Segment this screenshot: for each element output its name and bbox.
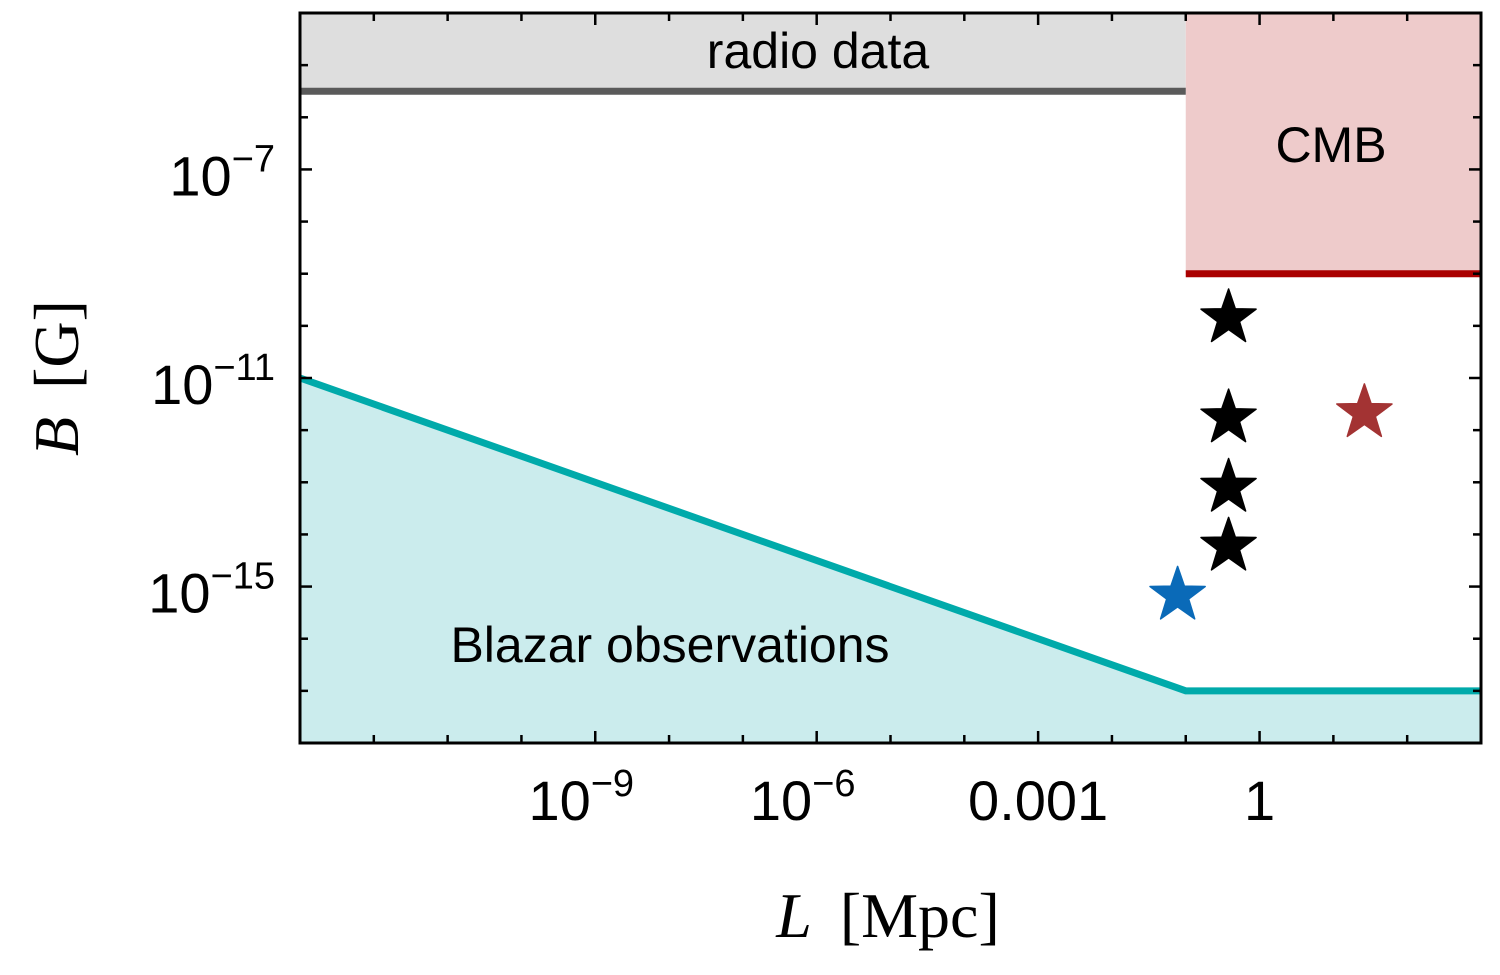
y-axis-symbol: B	[21, 417, 92, 456]
x-tick-label: 10−9	[528, 763, 634, 832]
y-axis-label: B [G]	[21, 300, 92, 456]
tick-label-exponent: −6	[812, 763, 855, 805]
regions	[300, 13, 1481, 743]
x-tick-label: 10−6	[750, 763, 856, 832]
x-axis-label: L [Mpc]	[775, 880, 1000, 951]
x-tick-label: 1	[1244, 769, 1275, 832]
star-marker-black-stars-1	[1200, 388, 1257, 443]
y-tick-label: 10−15	[148, 556, 275, 625]
region-boundaries	[298, 87, 1481, 695]
region-label-radio-data: radio data	[707, 23, 930, 79]
tick-label-base: 10	[169, 144, 231, 207]
axis-labels: L [Mpc] B [G]	[21, 300, 1000, 951]
tick-label-exponent: −11	[213, 347, 275, 389]
region-cmb	[1185, 13, 1481, 274]
x-tick-label: 0.001	[968, 769, 1108, 832]
tick-label-base: 10	[151, 353, 213, 416]
star-marker-blue-star-0	[1149, 565, 1206, 620]
y-tick-label: 10−7	[169, 138, 275, 207]
region-blazar-observations	[300, 378, 1481, 743]
y-axis-unit: [G]	[21, 300, 92, 389]
region-label-blazar-observations: Blazar observations	[450, 617, 889, 673]
region-radio-data	[300, 13, 1186, 92]
tick-label-base: 0.001	[968, 769, 1108, 832]
star-marker-black-stars-3	[1200, 516, 1257, 571]
x-axis-symbol: L	[775, 880, 812, 951]
tick-label-base: 10	[528, 769, 590, 832]
ticks	[300, 13, 1481, 743]
tick-label-exponent: −9	[591, 763, 634, 805]
star-marker-black-stars-0	[1200, 288, 1257, 343]
y-tick-label: 10−11	[151, 347, 275, 416]
tick-label-base: 10	[750, 769, 812, 832]
boundary-blazar-observations	[298, 374, 1481, 695]
tick-label-base: 1	[1244, 769, 1275, 832]
markers	[1149, 288, 1393, 620]
x-axis-unit: [Mpc]	[840, 880, 1000, 951]
tick-label-base: 10	[148, 562, 210, 625]
star-marker-red-star-0	[1336, 383, 1393, 438]
star-marker-black-stars-2	[1200, 457, 1257, 512]
tick-label-exponent: −7	[232, 138, 275, 180]
region-label-cmb: CMB	[1275, 117, 1386, 173]
tick-label-exponent: −15	[211, 556, 275, 598]
region-labels: radio data CMB Blazar observations	[450, 23, 1386, 673]
